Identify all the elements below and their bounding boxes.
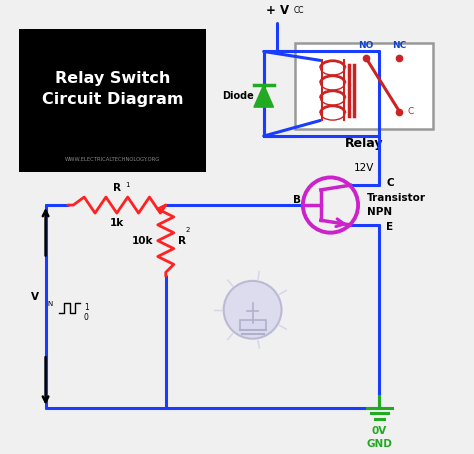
Text: Relay Switch
Circuit Diagram: Relay Switch Circuit Diagram — [42, 71, 183, 107]
Text: CC: CC — [294, 6, 304, 15]
FancyBboxPatch shape — [295, 43, 433, 129]
Text: 10k: 10k — [132, 236, 153, 246]
Text: 1k: 1k — [109, 217, 124, 227]
Text: WWW.ELECTRICALTECHNOLOGY.ORG: WWW.ELECTRICALTECHNOLOGY.ORG — [65, 157, 160, 162]
Text: NO: NO — [358, 41, 374, 50]
Text: + V: + V — [265, 4, 289, 17]
Circle shape — [224, 281, 282, 339]
Text: 12V: 12V — [354, 163, 374, 173]
Text: 0: 0 — [84, 313, 89, 322]
Text: 0V
GND: 0V GND — [366, 426, 392, 449]
Text: B: B — [292, 195, 301, 205]
Text: C: C — [408, 107, 414, 116]
Text: Relay: Relay — [345, 138, 383, 150]
Text: IN: IN — [46, 301, 54, 307]
Text: C: C — [386, 178, 394, 188]
Text: 2: 2 — [186, 227, 190, 232]
Text: 1: 1 — [125, 182, 129, 188]
Text: R: R — [113, 183, 121, 192]
FancyBboxPatch shape — [239, 320, 265, 330]
Text: E: E — [386, 222, 393, 232]
Text: 1: 1 — [84, 303, 89, 312]
Text: V: V — [31, 292, 39, 302]
Text: R: R — [178, 236, 186, 246]
Text: NC: NC — [392, 41, 407, 50]
Text: Transistor
NPN: Transistor NPN — [367, 193, 426, 217]
Polygon shape — [254, 85, 273, 107]
FancyBboxPatch shape — [19, 29, 206, 172]
Text: Diode: Diode — [222, 91, 254, 101]
